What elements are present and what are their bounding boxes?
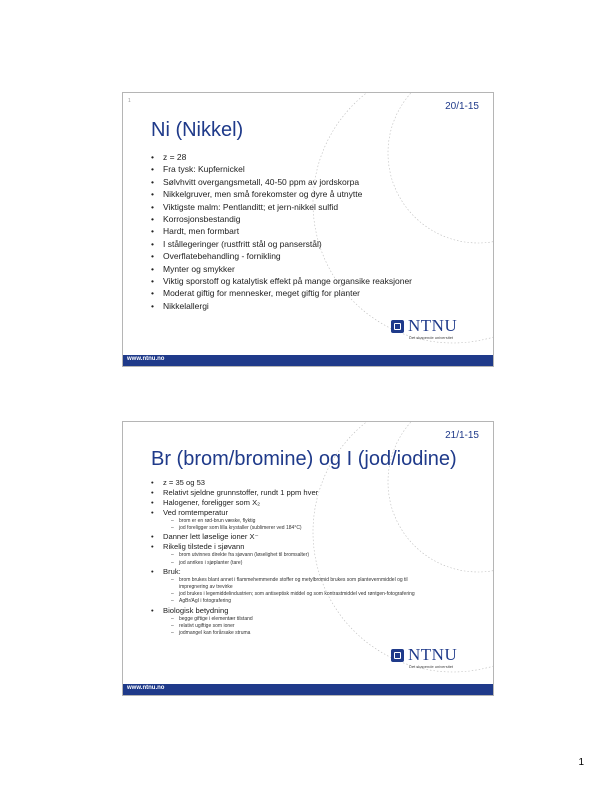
sub-list-item: – jod brukes i legemiddelindustrien; som … bbox=[171, 591, 415, 598]
sub-list-item: – jod anrikes i sjøplanter (tare) bbox=[171, 559, 243, 566]
list-item: • Viktig sporstoff og katalytisk effekt p… bbox=[151, 276, 412, 287]
footer-url: www.ntnu.no bbox=[127, 685, 165, 691]
list-item: • Viktigste malm: Pentlanditt; et jern-ni… bbox=[151, 201, 339, 212]
sub-list-item: – relativt ugiftige som ioner bbox=[171, 622, 235, 629]
page-number: 1 bbox=[578, 757, 584, 768]
sub-list-item: – begge giftige i elementær tilstand bbox=[171, 615, 253, 622]
slide-br-i: 21/1-15 Br (brom/bromine) og I (jod/iodi… bbox=[122, 421, 494, 696]
ntnu-logo-icon bbox=[391, 649, 404, 662]
ntnu-logo: NTNU Det skapende universitet bbox=[391, 316, 479, 344]
list-item: • z = 28 bbox=[151, 152, 187, 162]
list-item: • Ved romtemperatur – brom er en rød-brun … bbox=[151, 508, 419, 532]
bullet-list: • z = 35 og 53 • Relativt sjeldne grunnsto… bbox=[151, 478, 419, 637]
slide-marker: 1 bbox=[128, 98, 131, 104]
slide-date: 20/1-15 bbox=[445, 101, 479, 112]
list-item: • Halogener, foreligger som X₂ bbox=[151, 498, 261, 507]
list-item: • Mynter og smykker bbox=[151, 263, 235, 274]
slide-title: Br (brom/bromine) og I (jod/iodine) bbox=[151, 448, 457, 470]
list-item: • Relativt sjeldne grunnstoffer, rundt 1 … bbox=[151, 488, 319, 497]
logo-wordmark: NTNU bbox=[408, 645, 458, 664]
sub-list: – brom brukes blant annet i flammehemmend… bbox=[151, 577, 419, 606]
list-item: • Sølvhvitt overgangsmetall, 40-50 ppm av… bbox=[151, 176, 360, 187]
list-item: • Biologisk betydning – begge giftige i el… bbox=[151, 606, 419, 638]
footer-url: www.ntnu.no bbox=[127, 356, 165, 362]
logo-wordmark: NTNU bbox=[408, 316, 458, 335]
list-item: • Danner lett løselige ioner X⁻ bbox=[151, 532, 259, 542]
list-item: • Hardt, men formbart bbox=[151, 226, 240, 237]
ntnu-logo: NTNU Det skapende universitet bbox=[391, 645, 479, 673]
slide-title: Ni (Nikkel) bbox=[151, 119, 244, 141]
list-item: • Overflatebehandling - fornikling bbox=[151, 251, 281, 262]
list-item: • Bruk: – brom brukes blant annet i flamme… bbox=[151, 567, 419, 606]
sub-list-item: – jod foreligger som lilla krystaller (su… bbox=[171, 525, 302, 532]
decorative-arcs bbox=[312, 93, 493, 344]
list-item: • Korrosjonsbestandig bbox=[151, 214, 241, 225]
slide-footer: www.ntnu.no bbox=[123, 684, 493, 695]
slide-footer: www.ntnu.no bbox=[123, 355, 493, 366]
bullet-list: • z = 28 • Fra tysk: Kupfernickel • Sølvhvi… bbox=[151, 151, 412, 312]
sub-list-item: – AgBr/AgI i fotografering bbox=[171, 598, 231, 605]
slide-date: 21/1-15 bbox=[445, 430, 479, 441]
list-item: • Rikelig tilstede i sjøvann – brom utvinn… bbox=[151, 542, 419, 566]
list-item: • I stållegeringer (rustfritt stål og pan… bbox=[151, 238, 322, 249]
sub-list: – brom utvinnes direkte fra sjøvann (løse… bbox=[151, 552, 419, 566]
sub-list: – brom er en rød-brun væske, flyktig – jod… bbox=[151, 518, 419, 532]
slide-ni: 1 20/1-15 Ni (Nikkel) • z = 28 • Fra tysk:… bbox=[122, 92, 494, 367]
sub-list: – begge giftige i elementær tilstand – rel… bbox=[151, 616, 419, 638]
logo-tagline: Det skapende universitet bbox=[409, 664, 454, 669]
sub-list-item: – jodmangel kan forårsake struma bbox=[171, 630, 251, 637]
decorative-arcs bbox=[312, 422, 493, 673]
sub-list-item: – brom brukes blant annet i flammehemmend… bbox=[171, 576, 408, 591]
list-item: • Nikkelallergi bbox=[151, 300, 209, 311]
logo-tagline: Det skapende universitet bbox=[409, 335, 454, 340]
list-item: • z = 35 og 53 bbox=[151, 478, 206, 487]
list-item: • Moderat giftig for mennesker, meget gif… bbox=[151, 288, 361, 299]
list-item: • Fra tysk: Kupfernickel bbox=[151, 164, 245, 175]
sub-list-item: – brom er en rød-brun væske, flyktig bbox=[171, 518, 256, 524]
sub-list-item: – brom utvinnes direkte fra sjøvann (løse… bbox=[171, 552, 310, 559]
ntnu-logo-icon bbox=[391, 320, 404, 333]
list-item: • Nikkelgruver, men små forekomster og dy… bbox=[151, 189, 363, 200]
